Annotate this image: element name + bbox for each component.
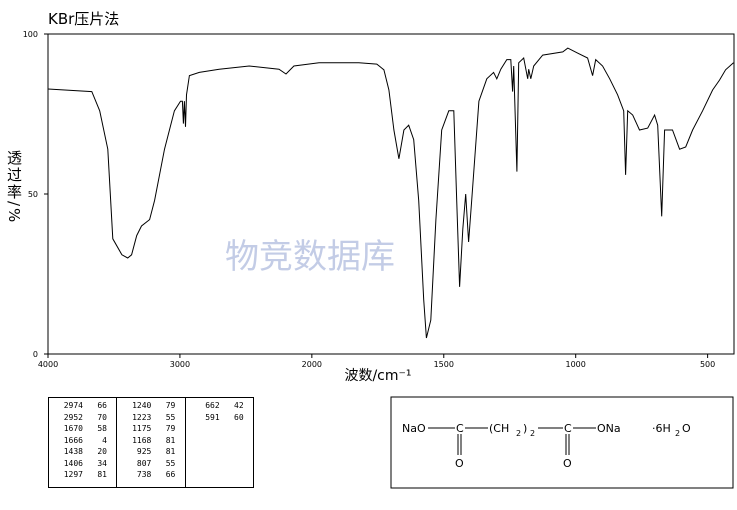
peak-row: 1438 20 [49, 447, 116, 459]
wavenumber: 1175 [132, 424, 152, 433]
atom-label: C [456, 422, 464, 435]
transmittance: 55 [165, 458, 176, 468]
y-tick-label: 0 [33, 350, 38, 359]
transmittance: 20 [97, 447, 107, 456]
atom-label: ·6H [652, 422, 671, 435]
peak-row: 807 55 [117, 459, 184, 471]
watermark: 物竞数据库 [225, 237, 395, 277]
transmittance: 42 [234, 401, 244, 410]
transmittance: 81 [97, 470, 107, 479]
transmittance: 81 [165, 435, 176, 445]
subscript: 2 [675, 429, 680, 438]
wavenumber: 662 [205, 401, 220, 410]
x-tick-label: 1000 [566, 360, 586, 369]
transmittance: 70 [97, 412, 107, 422]
wavenumber: 591 [205, 412, 220, 422]
transmittance: 55 [165, 412, 176, 422]
peak-row: 1175 79 [117, 424, 184, 436]
spectrum-line [47, 47, 734, 339]
wavenumber: 1168 [132, 435, 152, 445]
peak-row: 1168 81 [117, 436, 184, 448]
subscript: 2 [516, 429, 521, 438]
peak-group: 662 42 591 60 [186, 398, 253, 487]
wavenumber: 738 [136, 470, 152, 479]
peak-row: 1670 58 [49, 424, 116, 436]
plot-frame [47, 33, 735, 355]
wavenumber: 1406 [63, 458, 83, 468]
chart-title: KBr压片法 [48, 10, 119, 28]
wavenumber: 2952 [63, 412, 83, 422]
wavenumber: 1223 [132, 412, 152, 422]
x-axis-label: 波数/cm⁻¹ [344, 368, 411, 384]
atom-label: O [563, 457, 572, 470]
wavenumber: 1297 [63, 470, 83, 479]
atom-label: ONa [597, 422, 621, 435]
atom-label: ) [523, 422, 527, 435]
transmittance: 66 [165, 470, 176, 479]
wavenumber: 807 [136, 458, 152, 468]
peak-row: 1666 4 [49, 436, 116, 448]
subscript: 2 [530, 429, 535, 438]
wavenumber: 2974 [63, 401, 83, 410]
wavenumber: 1670 [63, 424, 83, 433]
atom-label: C [564, 422, 572, 435]
structure-frame [390, 396, 734, 489]
wavenumber: 1438 [63, 447, 83, 456]
x-tick-label: 4000 [38, 360, 58, 369]
x-tick-label: 500 [700, 360, 715, 369]
transmittance: 60 [234, 412, 244, 422]
transmittance: 81 [165, 447, 176, 456]
x-tick-label: 2000 [302, 360, 322, 369]
peak-row: 1297 81 [49, 470, 116, 482]
peak-group: 2974 66 2952 70 1670 58 1666 4 1438 20 1406 34 1297 8… [49, 398, 118, 487]
peak-row: 1240 79 [117, 401, 184, 413]
y-axis-label: 透过率/% [5, 150, 23, 224]
transmittance: 79 [165, 424, 176, 433]
peak-table: 2974 66 2952 70 1670 58 1666 4 1438 20 1406 34 1297 8… [48, 397, 254, 488]
y-tick-label: 50 [28, 190, 38, 199]
peak-group: 1240 79 1223 55 1175 79 1168 81 925 81 807 55 738 66 [117, 398, 186, 487]
atom-label: O [682, 422, 691, 435]
peak-row: 2974 66 [49, 401, 116, 413]
peak-row: 738 66 [117, 470, 184, 482]
atom-label: NaO [402, 422, 426, 435]
wavenumber: 1666 [63, 435, 83, 445]
peak-row: 1223 55 [117, 413, 184, 425]
wavenumber: 1240 [132, 401, 152, 410]
x-tick-label: 1500 [434, 360, 454, 369]
peak-row: 1406 34 [49, 459, 116, 471]
transmittance: 79 [165, 401, 176, 410]
peak-row: 925 81 [117, 447, 184, 459]
transmittance: 66 [97, 401, 107, 410]
peak-row: 591 60 [186, 413, 253, 425]
transmittance: 34 [97, 458, 107, 468]
atom-label: (CH [489, 422, 509, 435]
peak-row: 662 42 [186, 401, 253, 413]
atom-label: O [455, 457, 464, 470]
transmittance: 4 [102, 435, 107, 445]
wavenumber: 925 [136, 447, 152, 456]
peak-row: 2952 70 [49, 413, 116, 425]
y-tick-label: 100 [23, 30, 38, 39]
transmittance: 58 [97, 424, 107, 433]
x-tick-label: 3000 [170, 360, 190, 369]
